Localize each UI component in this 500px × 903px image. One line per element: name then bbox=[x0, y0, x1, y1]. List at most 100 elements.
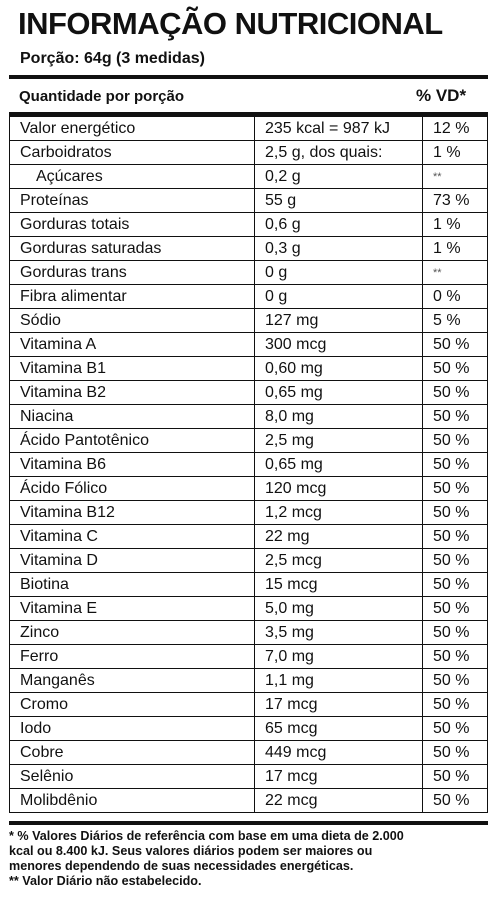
table-row: Vitamina D 2,5 mcg 50 % bbox=[9, 548, 488, 573]
table-row: Niacina 8,0 mg 50 % bbox=[9, 404, 488, 429]
table-row: Sódio 127 mg 5 % bbox=[9, 308, 488, 333]
footnote-line: * % Valores Diários de referência com ba… bbox=[9, 829, 404, 843]
nutrient: Ácido Pantotênico bbox=[9, 428, 255, 453]
amount: 120 mcg bbox=[254, 476, 423, 501]
daily-value: 50 % bbox=[422, 500, 488, 525]
table-header: Quantidade por porção % VD* bbox=[9, 79, 488, 116]
table-row: Vitamina B1 0,60 mg 50 % bbox=[9, 356, 488, 381]
nutrient: Ácido Fólico bbox=[9, 476, 255, 501]
amount: 55 g bbox=[254, 188, 423, 213]
nutrient: Vitamina C bbox=[9, 524, 255, 549]
nutrient: Selênio bbox=[9, 764, 255, 789]
nutrient: Proteínas bbox=[9, 188, 255, 213]
daily-value: 50 % bbox=[422, 380, 488, 405]
table-row: Zinco 3,5 mg 50 % bbox=[9, 620, 488, 645]
table-row: Iodo 65 mcg 50 % bbox=[9, 716, 488, 741]
table-row: Açúcares 0,2 g ** bbox=[9, 164, 488, 189]
amount: 3,5 mg bbox=[254, 620, 423, 645]
amount: 235 kcal = 987 kJ bbox=[254, 116, 423, 141]
nutrient: Gorduras totais bbox=[9, 212, 255, 237]
nutrient: Vitamina B1 bbox=[9, 356, 255, 381]
footnote-line: menores dependendo de suas necessidades … bbox=[9, 859, 354, 873]
table-row: Carboidratos 2,5 g, dos quais: 1 % bbox=[9, 140, 488, 165]
daily-value: 50 % bbox=[422, 692, 488, 717]
table-row: Selênio 17 mcg 50 % bbox=[9, 764, 488, 789]
nutrient: Vitamina B12 bbox=[9, 500, 255, 525]
daily-value: 12 % bbox=[422, 116, 488, 141]
table-row: Vitamina B2 0,65 mg 50 % bbox=[9, 380, 488, 405]
amount: 0,6 g bbox=[254, 212, 423, 237]
nutrient: Ferro bbox=[9, 644, 255, 669]
daily-value: 0 % bbox=[422, 284, 488, 309]
table-row: Cromo 17 mcg 50 % bbox=[9, 692, 488, 717]
daily-value: 50 % bbox=[422, 764, 488, 789]
amount: 127 mg bbox=[254, 308, 423, 333]
amount: 22 mcg bbox=[254, 788, 423, 813]
amount: 17 mcg bbox=[254, 692, 423, 717]
daily-value: 50 % bbox=[422, 452, 488, 477]
table-box: Quantidade por porção % VD* Valor energé… bbox=[9, 75, 488, 902]
daily-value: ** bbox=[422, 260, 488, 285]
table-row: Ácido Fólico 120 mcg 50 % bbox=[9, 476, 488, 501]
daily-value: 5 % bbox=[422, 308, 488, 333]
table-row: Vitamina B12 1,2 mcg 50 % bbox=[9, 500, 488, 525]
amount: 0,2 g bbox=[254, 164, 423, 189]
amount: 0,60 mg bbox=[254, 356, 423, 381]
nutrient: Iodo bbox=[9, 716, 255, 741]
amount: 22 mg bbox=[254, 524, 423, 549]
daily-value: 50 % bbox=[422, 620, 488, 645]
amount: 5,0 mg bbox=[254, 596, 423, 621]
daily-value: 50 % bbox=[422, 596, 488, 621]
daily-value: 50 % bbox=[422, 524, 488, 549]
table-row: Vitamina E 5,0 mg 50 % bbox=[9, 596, 488, 621]
nutrient: Gorduras trans bbox=[9, 260, 255, 285]
amount: 449 mcg bbox=[254, 740, 423, 765]
nutrient: Molibdênio bbox=[9, 788, 255, 813]
amount: 15 mcg bbox=[254, 572, 423, 597]
nutrient: Fibra alimentar bbox=[9, 284, 255, 309]
serving: Porção: 64g (3 medidas) bbox=[20, 50, 205, 67]
nutrient: Gorduras saturadas bbox=[9, 236, 255, 261]
nutrient: Valor energético bbox=[9, 116, 255, 141]
nutrient: Cobre bbox=[9, 740, 255, 765]
daily-value: 50 % bbox=[422, 476, 488, 501]
nutrient: Vitamina E bbox=[9, 596, 255, 621]
amount: 17 mcg bbox=[254, 764, 423, 789]
table-row: Ácido Pantotênico 2,5 mg 50 % bbox=[9, 428, 488, 453]
daily-value: 50 % bbox=[422, 644, 488, 669]
amount: 1,1 mg bbox=[254, 668, 423, 693]
column-header: % VD* bbox=[416, 86, 467, 105]
nutrition-table: Valor energético 235 kcal = 987 kJ 12 % Car… bbox=[9, 116, 488, 813]
daily-value: 1 % bbox=[422, 236, 488, 261]
table-row: Vitamina A 300 mcg 50 % bbox=[9, 332, 488, 357]
nutrient: Vitamina A bbox=[9, 332, 255, 357]
table-row: Proteínas 55 g 73 % bbox=[9, 188, 488, 213]
amount: 2,5 mg bbox=[254, 428, 423, 453]
daily-value: 50 % bbox=[422, 788, 488, 813]
table-row: Valor energético 235 kcal = 987 kJ 12 % bbox=[9, 116, 488, 141]
amount: 7,0 mg bbox=[254, 644, 423, 669]
amount: 0 g bbox=[254, 284, 423, 309]
amount: 2,5 mcg bbox=[254, 548, 423, 573]
nutrient: Vitamina B2 bbox=[9, 380, 255, 405]
nutrient: Zinco bbox=[9, 620, 255, 645]
table-row: Ferro 7,0 mg 50 % bbox=[9, 644, 488, 669]
amount: 2,5 g, dos quais: bbox=[254, 140, 423, 165]
amount: 0 g bbox=[254, 260, 423, 285]
table-row: Gorduras trans 0 g ** bbox=[9, 260, 488, 285]
amount: 8,0 mg bbox=[254, 404, 423, 429]
nutrient: Carboidratos bbox=[9, 140, 255, 165]
table-row: Vitamina B6 0,65 mg 50 % bbox=[9, 452, 488, 477]
nutrient: Açúcares bbox=[9, 164, 255, 189]
table-row: Vitamina C 22 mg 50 % bbox=[9, 524, 488, 549]
daily-value: 73 % bbox=[422, 188, 488, 213]
daily-value: ** bbox=[422, 164, 488, 189]
nutrient: Cromo bbox=[9, 692, 255, 717]
daily-value: 50 % bbox=[422, 572, 488, 597]
daily-value: 50 % bbox=[422, 332, 488, 357]
amount: 0,3 g bbox=[254, 236, 423, 261]
amount: 1,2 mcg bbox=[254, 500, 423, 525]
